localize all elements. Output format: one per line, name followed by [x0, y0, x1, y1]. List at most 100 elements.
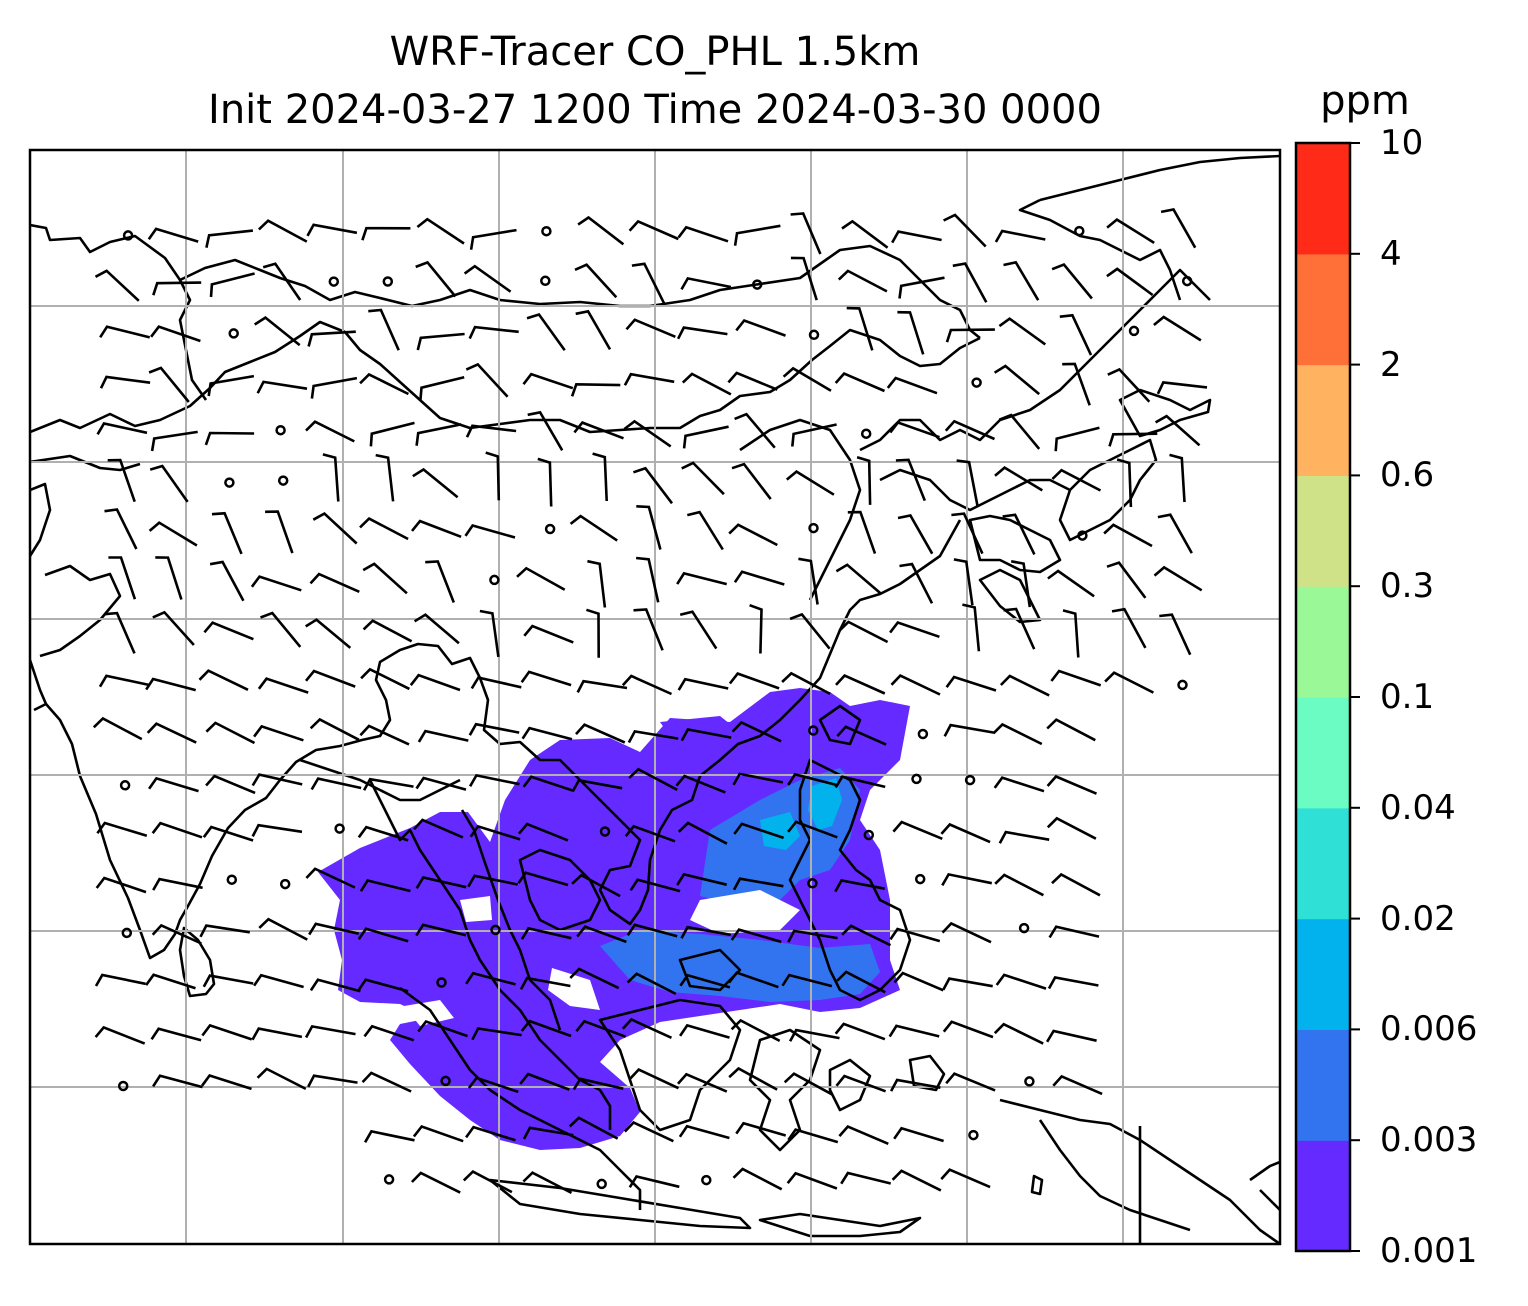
calm-wind-circle [119, 780, 131, 791]
wind-barb [309, 978, 361, 993]
wind-barb [362, 619, 413, 643]
wind-barb [312, 512, 358, 545]
calm-wind-circle [968, 1129, 979, 1141]
colorbar [1296, 143, 1350, 1252]
wind-barb [465, 362, 509, 398]
wind-barb [1047, 976, 1099, 990]
wind-barb [592, 452, 608, 502]
wind-barb [1160, 208, 1197, 249]
wind-barb [575, 723, 626, 744]
wind-barb [375, 453, 395, 502]
coastline [828, 1058, 872, 1112]
wind-barb [790, 212, 822, 255]
wind-barb [621, 1017, 673, 1039]
wind-barb [749, 603, 763, 654]
wind-barb [628, 767, 678, 791]
wind-barb [92, 716, 143, 741]
coastline [598, 998, 742, 1132]
wind-barb [485, 451, 501, 501]
wind-barb [202, 974, 254, 988]
wind-barb [899, 562, 934, 604]
wind-barb [686, 510, 724, 551]
colorbar-tick-label: 0.02 [1380, 898, 1456, 939]
wind-barb [733, 822, 785, 840]
wind-barb [895, 458, 927, 502]
coastline [649, 244, 981, 340]
wind-barb [891, 1169, 942, 1192]
wind-barb [465, 424, 517, 438]
wind-barb [258, 219, 308, 243]
wind-barb [631, 262, 666, 304]
wind-barb [198, 669, 249, 691]
plume-gap [460, 896, 492, 922]
wind-barb [888, 1024, 940, 1038]
wind-barb [571, 873, 621, 898]
coastline [968, 514, 1062, 574]
wind-barb [310, 777, 362, 791]
wind-barb [1106, 561, 1147, 599]
wind-barb [840, 1171, 892, 1185]
colorbar-title: ppm [1320, 78, 1410, 124]
wind-barb [790, 256, 818, 301]
wind-barb [417, 729, 469, 743]
wind-barb [679, 973, 731, 989]
wind-barb [465, 971, 516, 986]
calm-wind-circle [440, 1075, 451, 1087]
coastline [859, 268, 1211, 452]
coastline [518, 848, 602, 932]
wind-barb [148, 521, 198, 547]
wind-barb [945, 1072, 996, 1092]
wind-barb [1045, 1029, 1097, 1043]
wind-barb [735, 318, 786, 337]
calm-wind-circle [863, 829, 875, 841]
wind-barb [680, 728, 732, 742]
wind-barb [307, 330, 356, 347]
wind-barb [308, 922, 359, 936]
wind-barb [942, 1020, 994, 1039]
wind-barb [892, 820, 943, 841]
wind-barb [626, 972, 677, 996]
wind-barb [678, 1124, 730, 1140]
wind-barb [889, 620, 940, 639]
wind-barb [838, 620, 889, 644]
wind-barb [412, 1124, 464, 1143]
wind-barb [1106, 218, 1155, 245]
colorbar-tick-label: 4 [1380, 233, 1402, 274]
wind-barb [147, 227, 199, 243]
wind-barb [998, 317, 1047, 346]
wind-barb [416, 217, 465, 245]
wind-barb [1106, 267, 1154, 297]
wind-barb [623, 372, 675, 386]
coastline [30, 659, 48, 712]
wind-barb [145, 677, 197, 692]
wind-barb [357, 825, 409, 842]
wind-barb [413, 818, 464, 839]
calm-wind-circle [224, 477, 235, 488]
wind-barb [943, 213, 987, 248]
wind-barb [415, 776, 467, 791]
colorbar-segment [1296, 253, 1350, 366]
wind-barb [1003, 607, 1036, 650]
calm-wind-circle [596, 1178, 607, 1190]
wind-barb [359, 879, 411, 893]
wind-barb [205, 774, 256, 795]
wind-barb [574, 263, 618, 299]
wind-barb [467, 874, 519, 888]
wind-barb [575, 1019, 627, 1038]
calm-wind-circle [599, 826, 611, 837]
wind-barb [1010, 560, 1032, 608]
wind-barb [787, 772, 839, 787]
wind-barb [944, 419, 996, 441]
plume-high-concentration [808, 778, 842, 830]
wind-barb [251, 1027, 303, 1041]
wind-barb [251, 823, 303, 837]
wind-barb [362, 777, 414, 791]
wind-barb [465, 1125, 516, 1142]
wind-barb [621, 674, 673, 696]
wind-barb [577, 215, 625, 246]
wind-barb [994, 229, 1046, 243]
colorbar-tick-label: 0.006 [1380, 1009, 1478, 1050]
wind-barb [898, 276, 945, 299]
wind-barb [998, 830, 1050, 844]
